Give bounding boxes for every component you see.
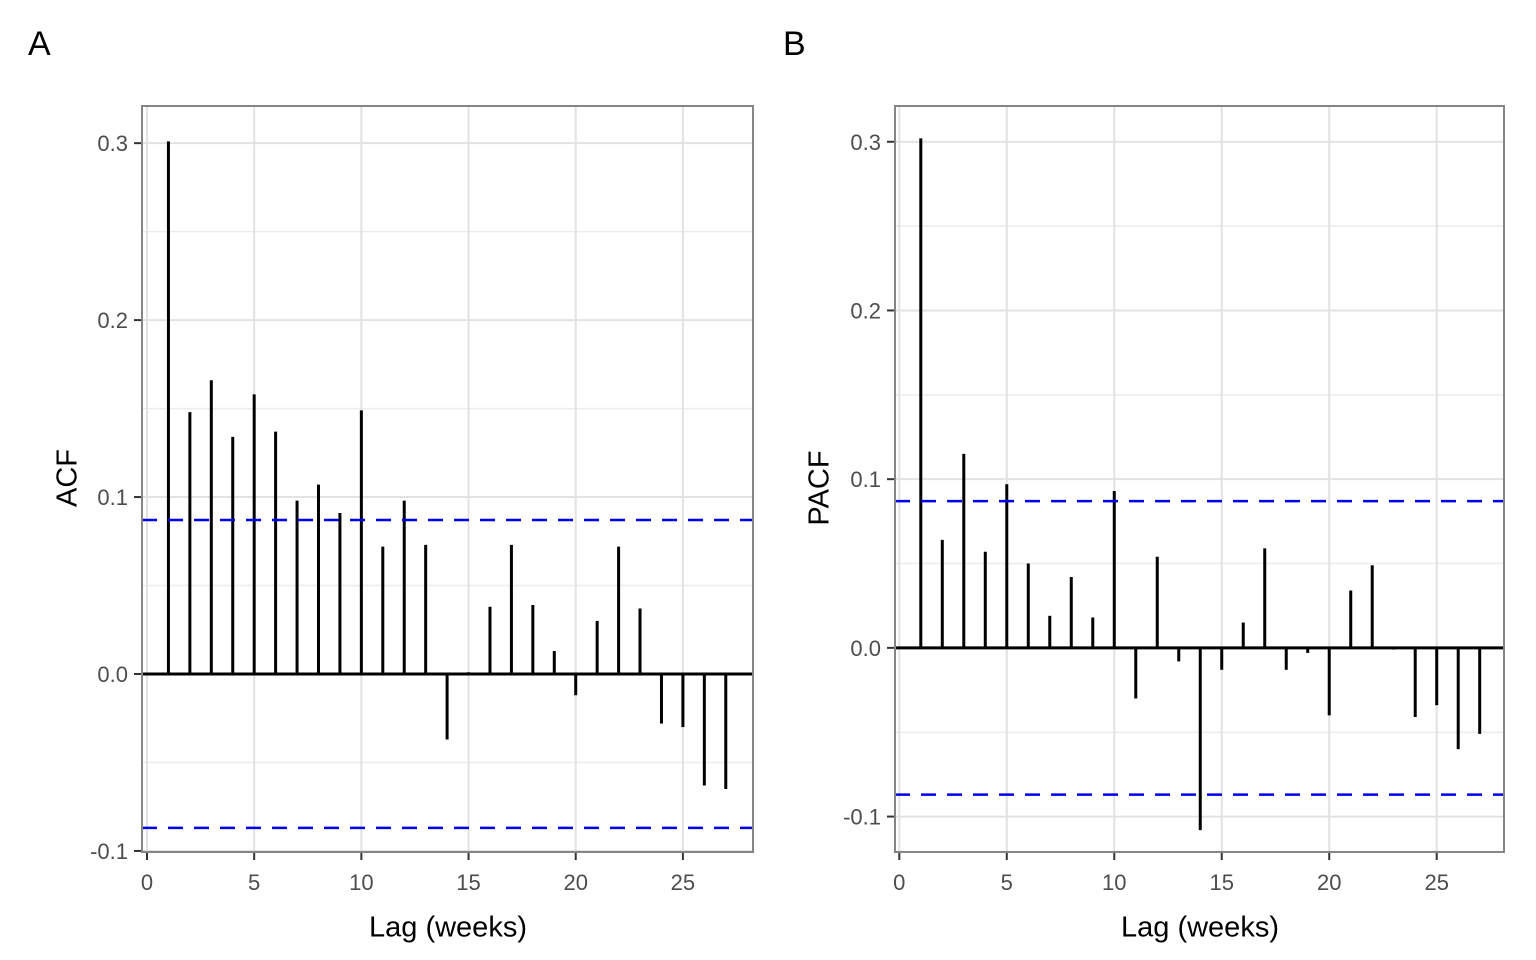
- acf-x-tick-label: 15: [456, 870, 480, 895]
- pacf-x-tick-label: 20: [1317, 870, 1341, 895]
- acf-y-tick-label: 0.2: [97, 308, 128, 333]
- acf-x-tick-label: 0: [141, 870, 153, 895]
- pacf-x-tick-label: 5: [1001, 870, 1013, 895]
- pacf-x-tick-label: 15: [1210, 870, 1234, 895]
- acf-y-tick-label: 0.0: [97, 662, 128, 687]
- acf-y-tick-label: -0.1: [90, 839, 128, 864]
- panel-b-tag: B: [783, 25, 806, 63]
- acf-y-tick-label: 0.1: [97, 485, 128, 510]
- acf-x-tick-label: 25: [671, 870, 695, 895]
- acf-x-tick-label: 10: [349, 870, 373, 895]
- acf-x-tick-label: 5: [248, 870, 260, 895]
- acf-x-axis-title: Lag (weeks): [369, 911, 527, 944]
- acf-y-tick-label: 0.3: [97, 131, 128, 156]
- pacf-y-tick-label: 0.0: [850, 636, 881, 661]
- pacf-x-tick-label: 25: [1424, 870, 1448, 895]
- pacf-y-tick-label: 0.1: [850, 467, 881, 492]
- acf-panel-border: [141, 105, 754, 853]
- pacf-x-tick-label: 10: [1102, 870, 1126, 895]
- pacf-y-tick-label: -0.1: [843, 805, 881, 830]
- pacf-y-tick-label: 0.2: [850, 298, 881, 323]
- panel-a-tag: A: [28, 25, 51, 63]
- pacf-x-axis-title: Lag (weeks): [1121, 911, 1279, 944]
- pacf-y-tick-label: 0.3: [850, 130, 881, 155]
- pacf-x-tick-label: 0: [893, 870, 905, 895]
- pacf-panel-border: [894, 105, 1505, 853]
- acf-x-tick-label: 20: [563, 870, 587, 895]
